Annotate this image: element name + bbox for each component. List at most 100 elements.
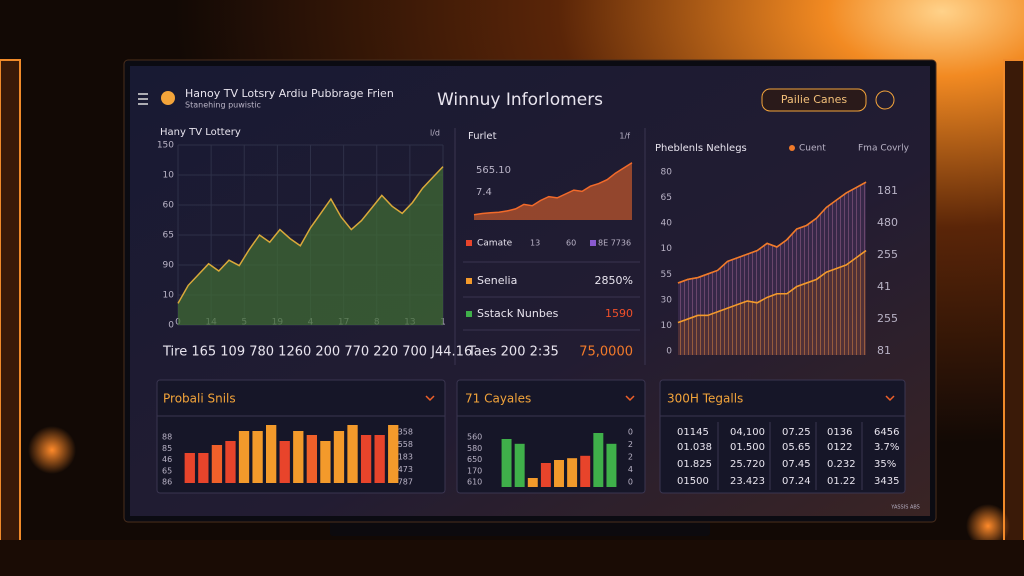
bar bbox=[293, 431, 304, 483]
header: Hanoy TV Lotsry Ardiu Pubbrage Frien Sta… bbox=[138, 87, 895, 112]
legend-value: 8E 7736 bbox=[598, 239, 631, 248]
axis-label: 86 bbox=[162, 478, 172, 487]
area-line bbox=[473, 162, 633, 216]
bar bbox=[347, 425, 358, 483]
bar bbox=[279, 441, 290, 483]
bar bbox=[388, 425, 399, 483]
bar bbox=[225, 441, 236, 483]
axis-label: 40 bbox=[661, 219, 673, 229]
bar bbox=[266, 425, 277, 483]
area-fill bbox=[678, 250, 866, 355]
footer-note: YASSIS AB5 bbox=[890, 505, 920, 511]
bokeh-light bbox=[966, 504, 1010, 548]
legend-value: 2850% bbox=[595, 274, 633, 287]
axis-label: 0 bbox=[628, 428, 633, 437]
bar bbox=[252, 431, 263, 483]
panel-title: Probali Snils bbox=[163, 392, 236, 406]
axis-label: 170 bbox=[467, 466, 482, 475]
bar bbox=[580, 455, 591, 487]
axis-label: 80 bbox=[661, 168, 673, 178]
logo bbox=[161, 91, 175, 105]
tv-stand bbox=[330, 520, 710, 536]
axis-label: 0 bbox=[168, 321, 174, 331]
dividers bbox=[157, 128, 905, 490]
bar bbox=[198, 453, 209, 483]
axis-label: 358 bbox=[398, 428, 413, 437]
axis-label: 181 bbox=[877, 184, 898, 197]
axis-label: 565.10 bbox=[476, 165, 511, 176]
bar bbox=[320, 441, 331, 483]
panel-footer-value: 75,0000 bbox=[579, 345, 633, 360]
legend-dot bbox=[789, 145, 795, 151]
table-cell: 01.038 bbox=[677, 442, 712, 453]
axis-label: 88 bbox=[162, 433, 172, 442]
panel-corner: 1/f bbox=[619, 132, 630, 141]
axis-label: 0 bbox=[666, 347, 672, 357]
bar bbox=[514, 443, 525, 487]
axis-label: 560 bbox=[467, 433, 482, 442]
legend-swatch bbox=[466, 311, 472, 317]
table-cell: 25.720 bbox=[730, 459, 765, 470]
legend-swatch bbox=[590, 240, 596, 246]
legend-swatch bbox=[466, 240, 472, 246]
axis-label: 10 bbox=[163, 171, 175, 181]
header-button-label[interactable]: Pailie Canes bbox=[781, 93, 847, 106]
axis-label: 10 bbox=[661, 244, 673, 254]
axis-label: 41 bbox=[877, 280, 891, 293]
axis-label: 85 bbox=[162, 444, 172, 453]
bar bbox=[554, 460, 564, 487]
legend-label: Fma Covrly bbox=[858, 144, 910, 154]
app-title: Hanoy TV Lotsry Ardiu Pubbrage Frien bbox=[185, 87, 394, 100]
axis-label: 480 bbox=[877, 216, 898, 229]
table-cell: 3.7% bbox=[874, 442, 899, 453]
axis-label: 255 bbox=[877, 312, 898, 325]
axis-label: 10 bbox=[163, 291, 175, 301]
bar bbox=[238, 431, 250, 483]
table-cell: 0136 bbox=[827, 427, 852, 438]
legend-value: 60 bbox=[566, 239, 576, 248]
table-cell: 01145 bbox=[677, 427, 709, 438]
axis-label: 2 bbox=[628, 453, 633, 462]
area-fill bbox=[178, 166, 443, 325]
table-cell: 35% bbox=[874, 459, 896, 470]
left-pillar bbox=[0, 59, 21, 561]
table-cell: 01500 bbox=[677, 476, 709, 487]
axis-label: 0 bbox=[628, 478, 633, 487]
axis-label: 55 bbox=[661, 270, 672, 280]
bar bbox=[306, 435, 317, 483]
settings-icon[interactable] bbox=[875, 90, 895, 110]
axis-label: 183 bbox=[398, 453, 413, 462]
table-cell: 07.24 bbox=[782, 476, 811, 487]
area-line bbox=[677, 181, 867, 284]
table-cell: 3435 bbox=[874, 476, 899, 487]
axis-label: 4 bbox=[628, 465, 633, 474]
bar bbox=[184, 453, 195, 483]
header-button[interactable] bbox=[761, 88, 867, 112]
legend-value: 1590 bbox=[605, 307, 633, 320]
panel-title: Hany TV Lottery bbox=[160, 127, 241, 138]
axis-label: 65 bbox=[163, 231, 174, 241]
legend-value: 13 bbox=[530, 239, 540, 248]
axis-label: 60 bbox=[163, 201, 175, 211]
legend-label: Senelia bbox=[477, 274, 517, 287]
axis-label: 65 bbox=[162, 466, 172, 475]
axis-label: 81 bbox=[877, 344, 891, 357]
axis-label: 650 bbox=[467, 455, 482, 464]
legend-swatch bbox=[466, 278, 472, 284]
axis-label: 610 bbox=[467, 478, 482, 487]
table-cell: 01.22 bbox=[827, 476, 856, 487]
axis-label: 10 bbox=[661, 321, 673, 331]
right-pillar bbox=[1003, 59, 1024, 561]
panel-footer: Taes 200 2:35 bbox=[467, 345, 559, 360]
chevrons[interactable] bbox=[425, 395, 895, 402]
table-cell: 23.423 bbox=[730, 476, 765, 487]
table-cell: 01.825 bbox=[677, 459, 712, 470]
axis-label: 7.4 bbox=[476, 187, 492, 198]
bar bbox=[606, 443, 617, 487]
panel-corner: l/d bbox=[430, 129, 440, 138]
axis-label: 558 bbox=[398, 440, 413, 449]
axis-label: 255 bbox=[877, 248, 898, 261]
area-line bbox=[677, 249, 867, 324]
axis-label: 787 bbox=[398, 478, 413, 487]
